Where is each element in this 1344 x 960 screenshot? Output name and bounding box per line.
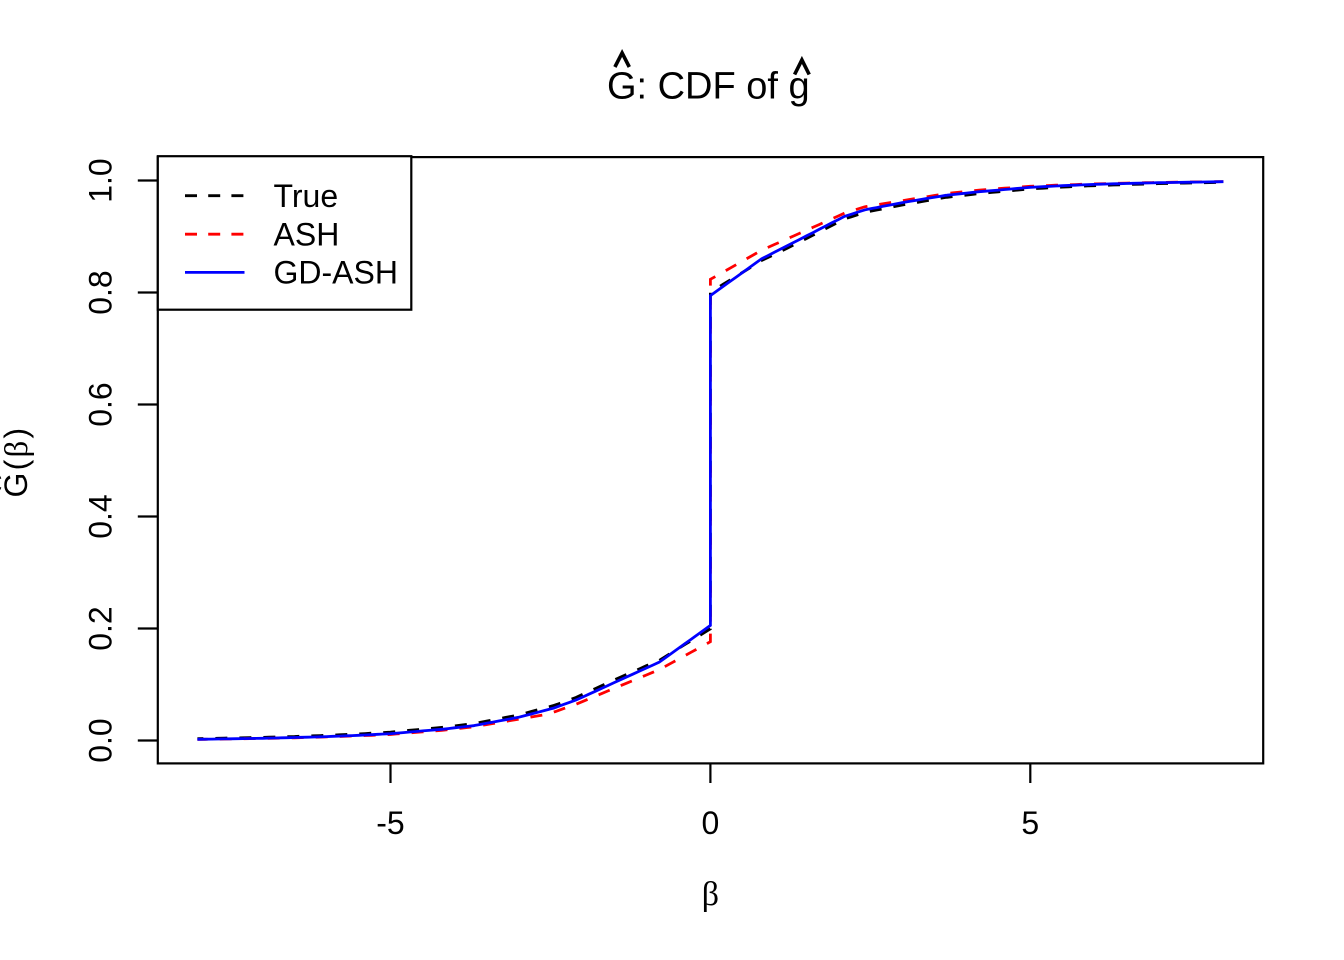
svg-text:5: 5 bbox=[1021, 805, 1039, 841]
svg-text:G: CDF of g: G: CDF of g bbox=[607, 66, 810, 108]
svg-text:0.6: 0.6 bbox=[83, 382, 119, 426]
svg-text:-5: -5 bbox=[376, 805, 404, 841]
svg-text:True: True bbox=[274, 178, 339, 214]
svg-text:0.4: 0.4 bbox=[83, 494, 119, 538]
svg-text:0.8: 0.8 bbox=[83, 270, 119, 314]
svg-text:G(β): G(β) bbox=[0, 426, 35, 498]
svg-text:1.0: 1.0 bbox=[83, 158, 119, 202]
svg-text:GD-ASH: GD-ASH bbox=[274, 255, 398, 291]
svg-text:0.2: 0.2 bbox=[83, 606, 119, 650]
svg-text:ASH: ASH bbox=[274, 216, 340, 252]
svg-text:0: 0 bbox=[702, 805, 720, 841]
svg-text:β: β bbox=[702, 876, 719, 913]
svg-text:0.0: 0.0 bbox=[83, 718, 119, 762]
